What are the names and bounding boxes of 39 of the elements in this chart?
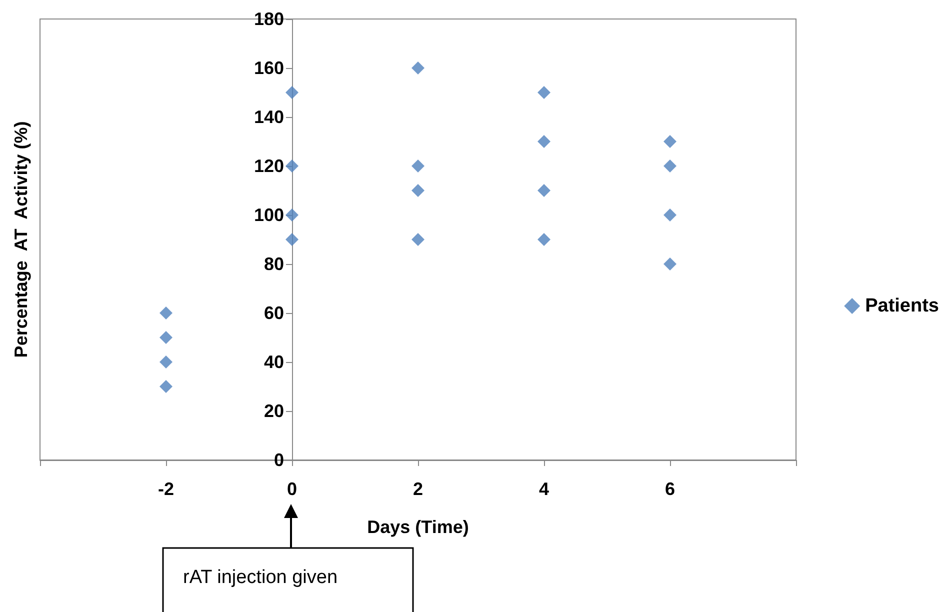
y-axis-title: Percentage AT Activity (%): [11, 121, 31, 358]
y-tick-label: 100: [254, 205, 284, 225]
point: [286, 208, 298, 222]
point: [538, 233, 550, 246]
y-tick-label: 120: [254, 156, 284, 176]
point: [412, 233, 424, 246]
x-tick-label: 0: [286, 479, 298, 499]
point: [664, 258, 676, 270]
point: [664, 208, 676, 222]
y-tick-label: 180: [254, 9, 284, 29]
point: [412, 184, 424, 197]
point: [286, 160, 298, 172]
y-tick-label: 140: [254, 107, 284, 127]
x-axis-title: Days (Time): [367, 517, 469, 537]
point: [160, 306, 172, 320]
point: [412, 62, 424, 74]
point: [412, 160, 424, 172]
x-tick-label: 4: [538, 479, 550, 499]
y-tick-label: 80: [264, 254, 284, 274]
x-tick-label: 2: [412, 479, 424, 499]
text: rAT injection given: [183, 567, 338, 588]
point: [538, 184, 550, 197]
point: [160, 380, 172, 393]
y-tick-label: 20: [264, 401, 284, 421]
x-tick-label: 6: [664, 479, 676, 499]
point: [286, 233, 298, 246]
point: [538, 86, 550, 99]
point: [160, 331, 172, 344]
y-tick-label: 0: [274, 450, 284, 470]
point: [160, 356, 172, 368]
point: [664, 135, 676, 148]
point: [664, 160, 676, 172]
y-tick-label: 160: [254, 58, 284, 78]
y-tick-label: 60: [264, 303, 284, 323]
y-tick-label: 40: [264, 352, 284, 372]
point: [286, 86, 298, 99]
legend-label: Patients: [865, 296, 940, 316]
x-tick-label: -2: [158, 479, 174, 499]
point: [538, 135, 550, 148]
